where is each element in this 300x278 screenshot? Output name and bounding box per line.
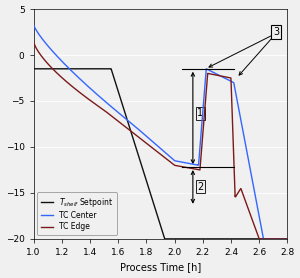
Text: 1: 1 [197, 108, 203, 118]
X-axis label: Process Time [h]: Process Time [h] [120, 262, 201, 272]
Text: 2: 2 [197, 182, 203, 192]
Legend: $T_{shelf}$ Setpoint, TC Center, TC Edge: $T_{shelf}$ Setpoint, TC Center, TC Edge [38, 192, 117, 235]
Text: 3: 3 [273, 27, 279, 37]
